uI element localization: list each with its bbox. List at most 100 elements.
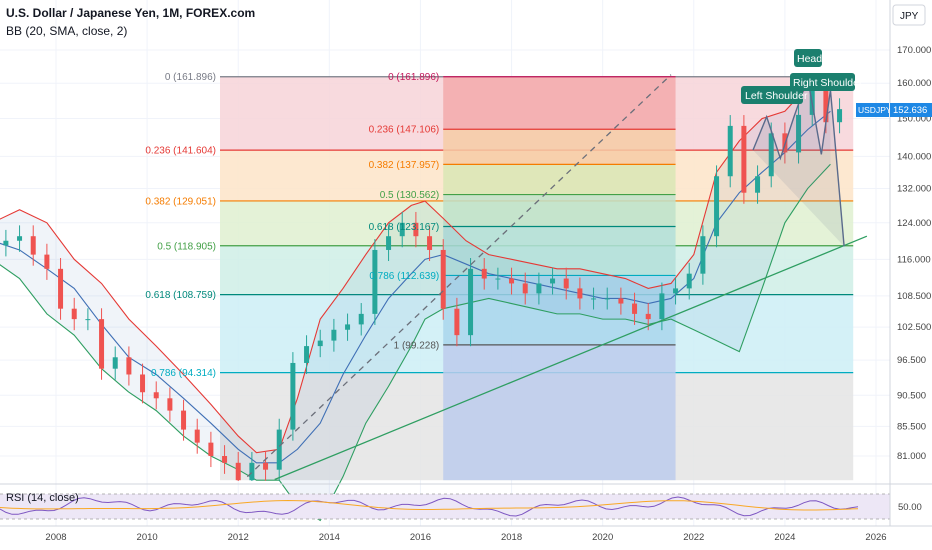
fib-level-label-0-786-94-314: 0.786 (94.314) (151, 368, 216, 379)
candle-body (659, 293, 665, 320)
candle-body (30, 236, 36, 255)
candle-body (386, 236, 392, 250)
fib-labels: 0 (161.896) 0.236 (141.604) 0.382 (129.051… (145, 72, 439, 379)
chart-title: U.S. Dollar / Japanese Yen, 1M, FOREX.co… (6, 6, 256, 20)
annotation-head[interactable]: Head (794, 49, 822, 67)
x-tick-label: 2012 (228, 532, 249, 543)
long-support-line[interactable] (274, 235, 868, 481)
candle-body (468, 268, 474, 336)
y-tick-label: 90.500 (897, 390, 926, 401)
fib-level-label-0-618-123-167: 0.618 (123.167) (369, 222, 440, 233)
fib-level-label-0-618-108-759: 0.618 (108.759) (145, 290, 216, 301)
candle-body (454, 308, 460, 336)
y-tick-label: 85.500 (897, 421, 926, 432)
currency-badge[interactable] (892, 4, 926, 26)
annotation-head-text: Head (797, 53, 822, 65)
fib-level-label-0-786-112-639: 0.786 (112.639) (369, 271, 439, 282)
annotation-right-shoulder[interactable]: Right Shoulder (790, 73, 863, 91)
trendlines[interactable] (246, 74, 868, 481)
candle-body (823, 90, 829, 123)
fib-retracement-right[interactable] (443, 76, 676, 481)
fib-zone (443, 344, 676, 481)
y-tick-label: 108.500 (897, 291, 931, 302)
price-badge-bg (890, 103, 932, 117)
candle-body (550, 278, 556, 284)
candle-body (99, 319, 105, 369)
symbol-badge-label: USDJPY (858, 105, 892, 115)
candle-body (44, 254, 50, 269)
rsi-line (0, 496, 859, 517)
fib-level-label-1-99-228: 1 (99.228) (394, 340, 440, 351)
candle-body (358, 313, 364, 325)
dashed-projection[interactable] (246, 74, 672, 478)
candle-body (167, 398, 173, 411)
candle-body (714, 176, 720, 237)
fib-level-label-0-5-118-905: 0.5 (118.905) (157, 241, 216, 252)
rsi-band (0, 494, 890, 519)
y-tick-label: 116.000 (897, 254, 931, 265)
pattern-fill (753, 78, 845, 247)
candle-body (153, 392, 159, 399)
candle-body (495, 278, 501, 280)
fib-zone (443, 76, 676, 130)
candle-body (304, 346, 310, 363)
y-tick-label: 140.000 (897, 151, 931, 162)
candle-body (331, 329, 337, 341)
fib-zone (443, 129, 676, 165)
price-axis[interactable]: 170.000 160.000 150.000 140.000 132.000 124.0… (897, 45, 931, 462)
candle-body (522, 283, 528, 294)
candle-body (686, 273, 692, 289)
fib-zone (443, 164, 676, 195)
symbol-badge-bg (856, 103, 889, 117)
candle-body (618, 298, 624, 304)
candle-body (85, 319, 91, 321)
y-tick-label: 170.000 (897, 45, 931, 56)
fib-level-label-0-236-141-604: 0.236 (141.604) (145, 146, 216, 157)
bb-basis-line (0, 110, 831, 464)
x-tick-label: 2008 (45, 532, 66, 543)
candle-body (645, 313, 651, 320)
candle-body (194, 429, 200, 443)
annotation-left-shoulder[interactable]: Left Shoulder (741, 86, 808, 104)
bollinger-bands (0, 79, 831, 522)
indicator-legend: BB (20, SMA, close, 2) (6, 24, 128, 38)
candle-body (112, 357, 118, 369)
candle-body (372, 249, 378, 314)
candle-body (17, 236, 23, 241)
candle-body (727, 125, 733, 177)
candle-body (345, 324, 351, 330)
candle-body (3, 240, 9, 246)
candle-body (796, 114, 802, 153)
time-axis[interactable]: 2008 2010 2012 2014 2016 2018 2020 2022 2024 2026 (45, 532, 886, 543)
y-tick-label: 150.000 (897, 114, 931, 125)
bb-fill (0, 79, 831, 521)
x-tick-label: 2020 (592, 532, 613, 543)
fib-level-label-0-382-137-957: 0.382 (137.957) (369, 160, 440, 171)
symbol-price-badge: USDJPY 152.636 (856, 103, 932, 117)
currency-badge-label: JPY (900, 11, 919, 22)
price-badge-value: 152.636 (893, 105, 927, 116)
candle-body (509, 278, 515, 284)
x-tick-label: 2014 (319, 532, 340, 543)
y-tick-label: 81.000 (897, 451, 926, 462)
fib-level-label-0-382-129-051: 0.382 (129.051) (145, 196, 216, 207)
candle-body (741, 125, 747, 193)
y-tick-label: 160.000 (897, 78, 931, 89)
candle-body (755, 176, 761, 193)
candle-body (413, 222, 419, 237)
candle-body (126, 357, 132, 375)
fib-level-label-0-236-147-106: 0.236 (147.106) (369, 125, 440, 136)
candle-body (290, 362, 296, 430)
y-tick-label: 132.000 (897, 184, 931, 195)
fib-level-label-0-161-896: 0 (161.896) (388, 72, 439, 83)
rsi-label: RSI (14, close) (6, 492, 79, 504)
bb-lower-line (0, 163, 831, 522)
candle-body (632, 303, 638, 314)
x-tick-label: 2026 (865, 532, 886, 543)
annotation-left-shoulder-text: Left Shoulder (745, 90, 808, 102)
x-tick-label: 2018 (501, 532, 522, 543)
candle-body (604, 298, 610, 300)
x-tick-label: 2022 (683, 532, 704, 543)
candle-body (563, 278, 569, 289)
